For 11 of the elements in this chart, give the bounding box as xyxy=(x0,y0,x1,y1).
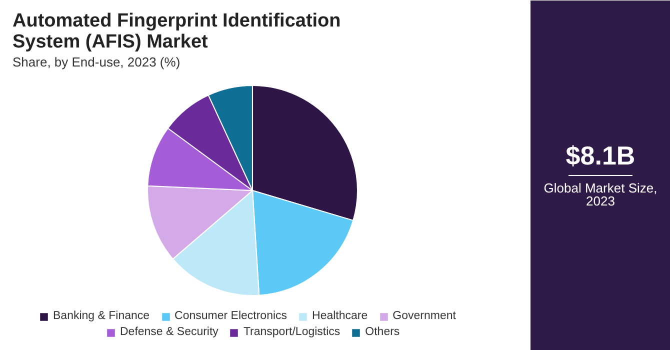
chart-subtitle: Share, by End-use, 2023 (%) xyxy=(12,54,180,70)
legend-label: Banking & Finance xyxy=(53,310,150,322)
legend-label: Government xyxy=(392,310,456,322)
legend-label: Others xyxy=(365,326,400,338)
legend-label: Healthcare xyxy=(312,310,368,322)
chart-title: Automated Fingerprint Identification System (AFIS) Market xyxy=(12,10,341,52)
text: Global Market Size, 2023 xyxy=(544,180,658,208)
legend-label: Consumer Electronics xyxy=(174,310,288,322)
text: $8.1B xyxy=(566,140,636,170)
legend-label: Transport/Logistics xyxy=(243,326,340,338)
legend-label: Defense & Security xyxy=(120,326,218,338)
